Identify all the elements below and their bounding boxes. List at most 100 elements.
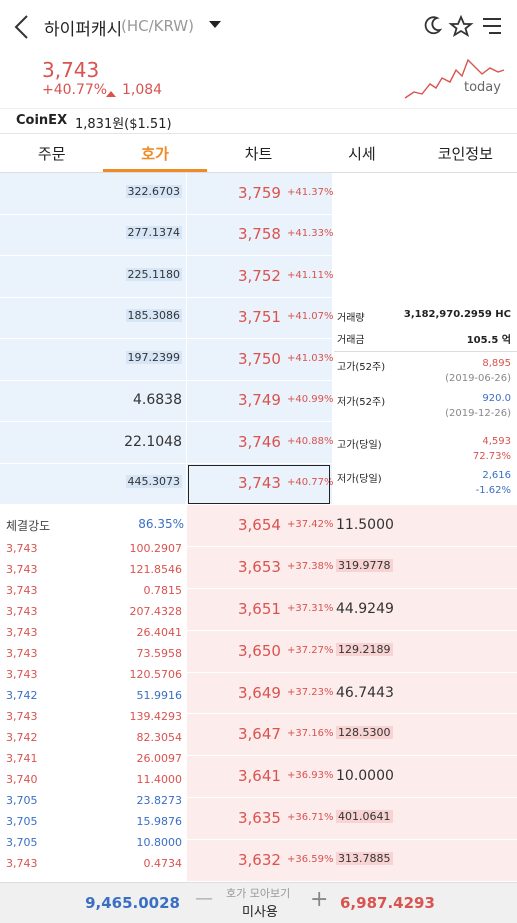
bid-rate: +37.42% [287,518,334,530]
tab[interactable]: 차트 [244,145,273,163]
trade-volume: 26.4041 [136,626,183,639]
current-price: 3,743 [42,58,100,82]
bid-price: 3,650 [238,641,281,660]
bid-volume: 313.7885 [336,852,393,866]
row-divider [0,504,332,505]
ask-volume: 225.1180 [125,267,182,281]
bid-price: 3,641 [238,767,281,786]
bid-price: 3,647 [238,725,281,744]
bid-volume: 11.5000 [336,516,394,533]
trade-volume: 11.4000 [136,773,183,786]
row-divider [187,671,517,673]
dropdown-icon[interactable] [208,20,222,30]
row-divider [187,881,517,882]
trade-price: 3,705 [6,794,38,807]
header-icons[interactable] [420,14,510,38]
trade-volume: 121.8546 [129,563,183,576]
trade-price: 3,743 [6,668,38,681]
tab[interactable]: 시세 [348,145,376,163]
trade-price: 3,743 [6,857,38,870]
bid-price: 3,649 [238,683,281,702]
sparkline [404,58,505,99]
bid-rate: +37.23% [287,686,334,698]
row-divider [187,755,517,757]
trade-price: 3,743 [6,647,38,660]
row-divider [187,839,517,841]
order-book: 322.6703 3,759 +41.37% 277.1374 3,758 +41.33%… [0,173,517,882]
row-divider [0,338,332,339]
divider [0,108,517,109]
bid-volume: 129.2189 [336,642,393,656]
ask-price: 3,749 [238,391,281,410]
info-value: 4,593 [482,436,511,447]
row-divider [0,213,332,215]
trade-volume: 10.8000 [136,836,183,849]
ask-price: 3,751 [238,308,281,327]
coin-title: 하이퍼캐시 [44,20,123,40]
info-value: 920.0 [482,393,511,404]
info-label: 고가(당일) [337,440,382,451]
row-divider [187,629,517,631]
minus-button[interactable]: — [195,888,213,909]
trade-price: 3,705 [6,815,38,828]
trade-volume: 15.9876 [136,815,183,828]
ask-rate: +41.03% [287,352,334,364]
bid-total: 6,987.4293 [340,894,435,912]
info-sub: (2019-12-26) [445,408,511,419]
bid-volume: 128.5300 [336,726,393,740]
group-label: 호가 모아보기 [226,887,291,900]
row-divider [187,545,517,547]
strength-value: 86.35% [138,517,184,531]
info-sub: 72.73% [472,451,511,462]
bid-rate: +37.27% [287,644,334,656]
ask-price: 3,743 [238,474,281,493]
back-button[interactable] [12,14,32,40]
row-divider [187,587,517,589]
bid-rate: +36.71% [287,812,334,824]
trade-price: 3,743 [6,563,38,576]
bid-rate: +37.31% [287,602,334,614]
info-value: 2,616 [482,470,511,481]
ask-volume: 22.1048 [124,433,182,450]
tab[interactable]: 주문 [37,145,66,163]
ask-rate: +41.07% [287,311,334,323]
divider [0,133,517,134]
ask-price: 3,758 [238,225,281,244]
trade-volume: 82.3054 [136,731,183,744]
trade-price: 3,743 [6,542,38,555]
info-label: 거래금 [337,335,365,346]
info-value: 8,895 [482,358,511,369]
ask-volume-bg [0,173,186,505]
ask-volume: 277.1374 [125,226,182,240]
exchange-price: 1,831원($1.51) [75,117,172,132]
bid-rate: +37.16% [287,728,334,740]
bid-price: 3,653 [238,557,281,576]
ask-price: 3,759 [238,183,281,202]
row-divider [187,713,517,715]
trade-volume: 139.4293 [129,710,183,723]
tab[interactable]: 코인정보 [437,145,493,163]
info-sub: (2019-06-26) [445,373,511,384]
ask-total: 9,465.0028 [85,894,180,912]
ask-rate: +40.99% [287,394,334,406]
footer: 9,465.0028 — 호가 모아보기 미사용 + 6,987.4293 [0,882,517,923]
trade-volume: 73.5958 [136,647,183,660]
bid-volume: 319.9778 [336,558,393,572]
tab[interactable]: 호가 [141,145,169,163]
ask-volume: 197.2399 [125,350,182,364]
ask-price-bg [187,173,332,505]
sparkline-label: today [464,80,501,95]
ask-volume: 445.3073 [125,475,182,489]
row-divider [187,797,517,799]
ask-price: 3,746 [238,432,281,451]
group-mode[interactable]: 미사용 [242,905,278,920]
ask-volume: 4.6838 [133,392,182,409]
bid-volume: 44.9249 [336,600,394,617]
ask-rate: +40.77% [287,477,334,489]
plus-button[interactable]: + [310,887,329,912]
trade-price: 3,743 [6,584,38,597]
info-label: 저가(당일) [337,474,382,485]
trade-price: 3,742 [6,689,38,702]
info-value: 105.5 억 [466,335,511,346]
